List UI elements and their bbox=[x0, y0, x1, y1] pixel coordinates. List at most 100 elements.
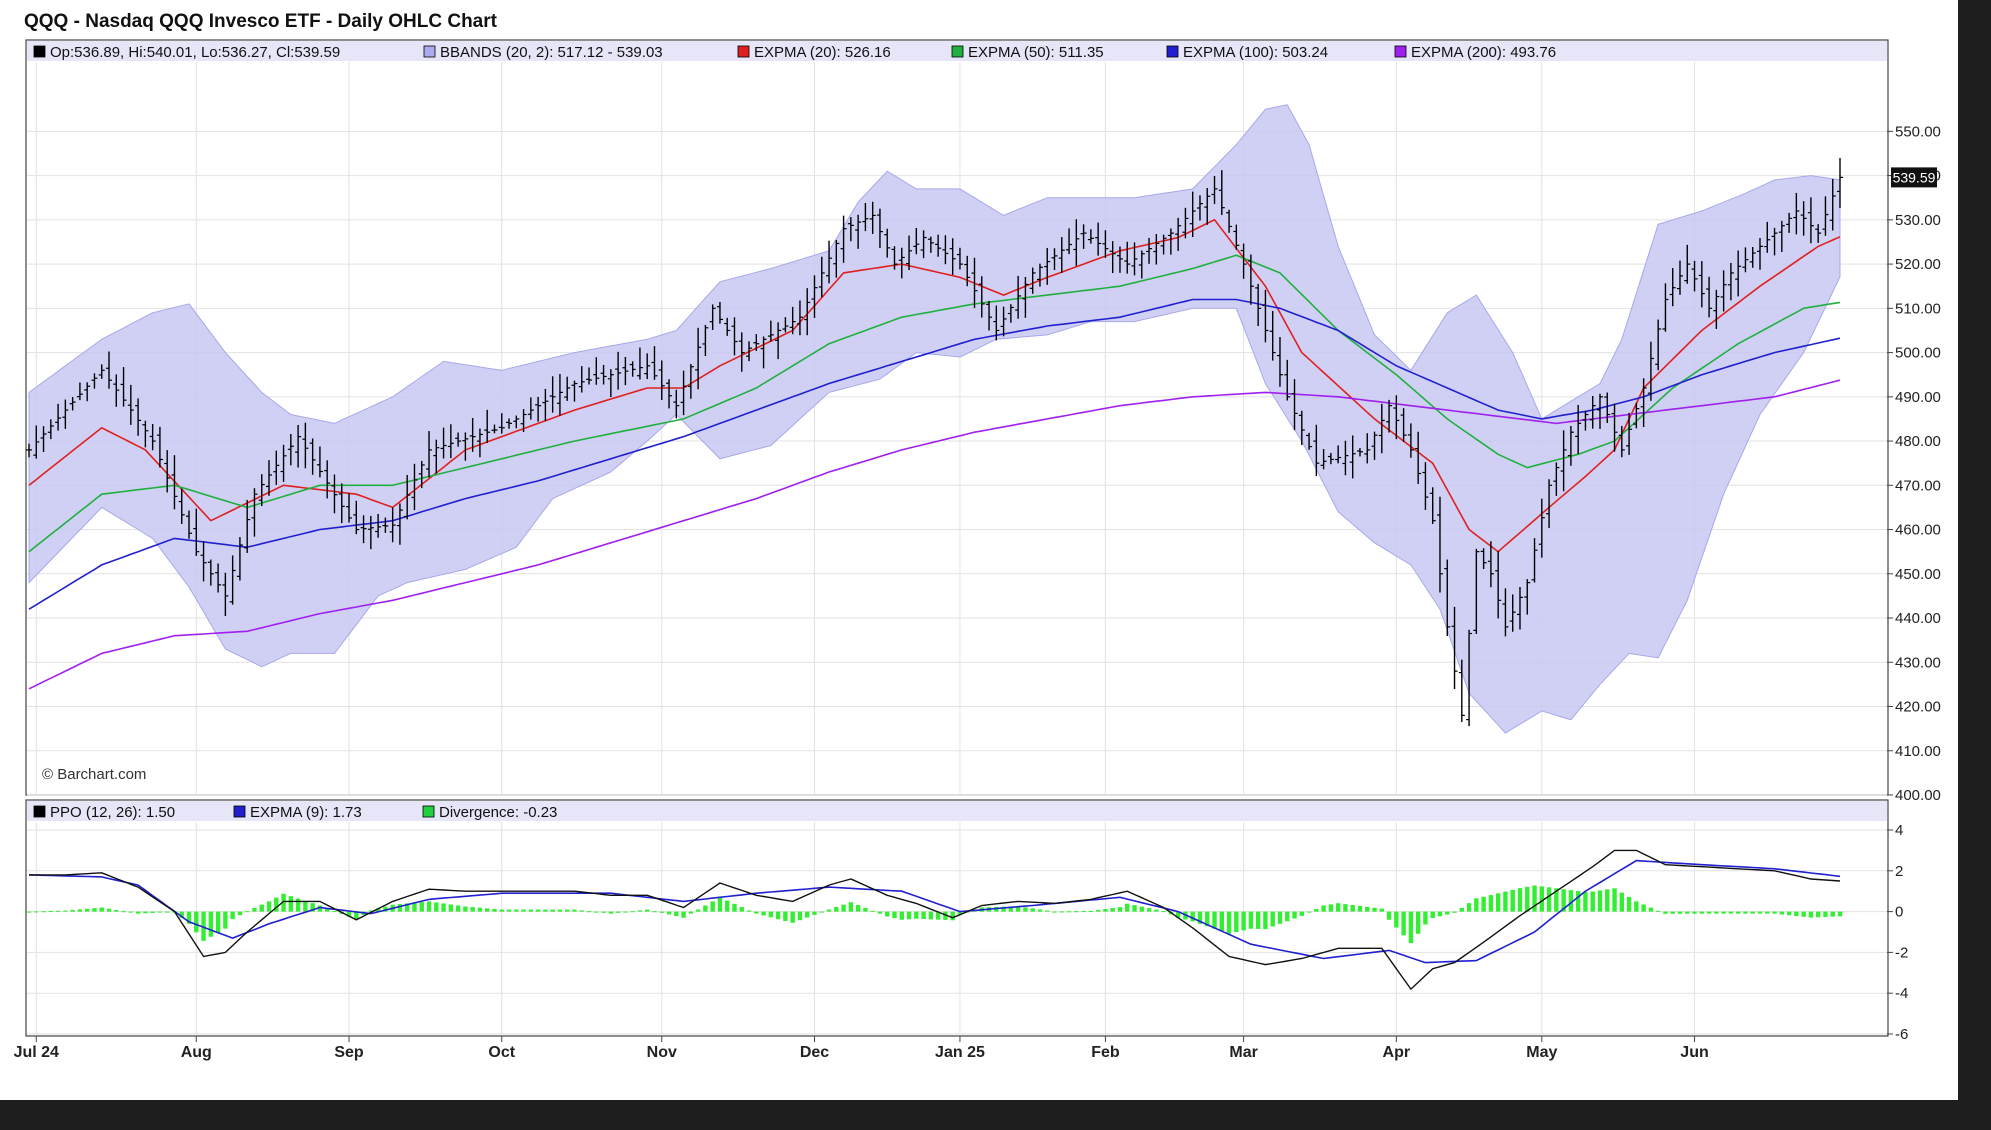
divergence-bar bbox=[237, 911, 243, 916]
divergence-bar bbox=[1634, 901, 1639, 912]
ohlc-bar bbox=[200, 541, 207, 582]
ohlc-bar bbox=[1131, 242, 1138, 276]
divergence-bar bbox=[1837, 911, 1843, 917]
ohlc-bar bbox=[258, 474, 265, 507]
ohlc-bar bbox=[556, 374, 563, 416]
divergence-bar bbox=[695, 909, 701, 912]
ohlc-bar bbox=[498, 413, 505, 434]
divergence-bar bbox=[921, 911, 926, 920]
ohlc-bar bbox=[1102, 230, 1109, 258]
ohlc-bar bbox=[1793, 192, 1800, 235]
y-tick-label: 470.00 bbox=[1895, 477, 1941, 494]
divergence-bar bbox=[77, 909, 83, 912]
ohlc-bar bbox=[324, 460, 331, 499]
divergence-bar bbox=[928, 911, 934, 920]
ohlc-bar bbox=[687, 364, 694, 399]
ohlc-bar bbox=[91, 373, 98, 389]
divergence-bar bbox=[703, 905, 708, 912]
ohlc-bar bbox=[396, 503, 403, 545]
ohlc-bar bbox=[1015, 275, 1022, 319]
x-tick-label: Jul 24 bbox=[14, 1044, 59, 1061]
divergence-bar bbox=[826, 909, 832, 912]
moving-average-lines bbox=[28, 218, 1841, 690]
x-tick-label: Oct bbox=[488, 1044, 515, 1061]
divergence-bar bbox=[543, 909, 548, 912]
ohlc-bar bbox=[876, 208, 883, 249]
ohlc-bar bbox=[949, 238, 956, 275]
ohlc-bar bbox=[455, 432, 462, 447]
divergence-bar bbox=[812, 911, 817, 915]
divergence-bar bbox=[528, 909, 534, 912]
divergence-bar bbox=[463, 906, 468, 912]
ohlc-bar bbox=[1436, 496, 1443, 593]
ohlc-bar bbox=[535, 396, 542, 422]
ohlc-bar bbox=[738, 332, 745, 372]
ohlc-bar bbox=[1684, 244, 1691, 284]
divergence-bar bbox=[1525, 886, 1530, 912]
ohlc-bar bbox=[389, 507, 396, 543]
ohlc-bar bbox=[171, 455, 178, 510]
y-tick-label: -2 bbox=[1895, 944, 1908, 961]
divergence-bar bbox=[1059, 911, 1064, 913]
divergence-bar bbox=[1823, 911, 1828, 917]
ohlc-bar bbox=[462, 432, 469, 461]
divergence-bar bbox=[375, 908, 381, 912]
ohlc-bar bbox=[913, 227, 920, 255]
divergence-bar bbox=[565, 909, 570, 912]
divergence-bar bbox=[1641, 904, 1646, 912]
ohlc-bar bbox=[1495, 551, 1502, 619]
divergence-bar bbox=[863, 907, 868, 912]
divergence-bar bbox=[1590, 891, 1595, 912]
divergence-bar bbox=[1706, 911, 1712, 914]
divergence-bar bbox=[572, 909, 577, 912]
divergence-bar bbox=[1292, 911, 1297, 919]
divergence-bar bbox=[164, 911, 170, 913]
ohlc-bar bbox=[476, 428, 483, 458]
divergence-bar bbox=[746, 910, 752, 912]
y-tick-label: 400.00 bbox=[1895, 787, 1941, 804]
ohlc-bar bbox=[644, 353, 651, 380]
divergence-bar bbox=[1677, 911, 1683, 914]
divergence-bar bbox=[99, 907, 104, 912]
divergence-bar bbox=[317, 905, 323, 912]
divergence-bar bbox=[739, 907, 744, 912]
ohlc-bar bbox=[826, 240, 833, 284]
ohlc-bar bbox=[1400, 408, 1407, 442]
divergence-bar bbox=[1481, 896, 1486, 912]
ohlc-bar bbox=[26, 443, 32, 458]
divergence-bar bbox=[1801, 911, 1806, 917]
divergence-bar bbox=[1263, 911, 1268, 930]
divergence-bar bbox=[1728, 911, 1734, 914]
divergence-bar bbox=[623, 911, 628, 913]
divergence-bar bbox=[143, 911, 148, 914]
divergence-bar bbox=[608, 911, 614, 914]
ohlc-bar bbox=[1749, 246, 1756, 268]
y-tick-label: 480.00 bbox=[1895, 433, 1941, 450]
legend-entry: EXPMA (20): 526.16 bbox=[754, 44, 891, 61]
legend-swatch bbox=[1166, 45, 1179, 58]
ohlc-bar bbox=[1575, 404, 1582, 455]
x-tick-label: Jun bbox=[1680, 1044, 1708, 1061]
y-tick-label: 0 bbox=[1895, 904, 1903, 921]
y-tick-label: 4 bbox=[1895, 822, 1903, 839]
ohlc-bar bbox=[935, 234, 942, 257]
divergence-bar bbox=[135, 911, 141, 914]
divergence-bar bbox=[688, 911, 694, 914]
divergence-bar bbox=[1554, 888, 1559, 912]
y-tick-label: 490.00 bbox=[1895, 389, 1941, 406]
ohlc-bar bbox=[186, 510, 193, 539]
ema-line bbox=[28, 254, 1841, 553]
divergence-bar bbox=[310, 903, 315, 912]
ohlc-bar bbox=[142, 420, 149, 448]
ohlc-bar bbox=[1364, 433, 1371, 464]
ohlc-bar bbox=[1066, 228, 1073, 255]
ohlc-bars bbox=[26, 157, 1843, 727]
ohlc-bar bbox=[767, 320, 774, 342]
divergence-bar bbox=[681, 911, 686, 918]
ohlc-bar bbox=[149, 424, 156, 451]
divergence-bar bbox=[1815, 911, 1821, 918]
ohlc-bar bbox=[164, 450, 171, 493]
ohlc-bar bbox=[1837, 157, 1843, 209]
